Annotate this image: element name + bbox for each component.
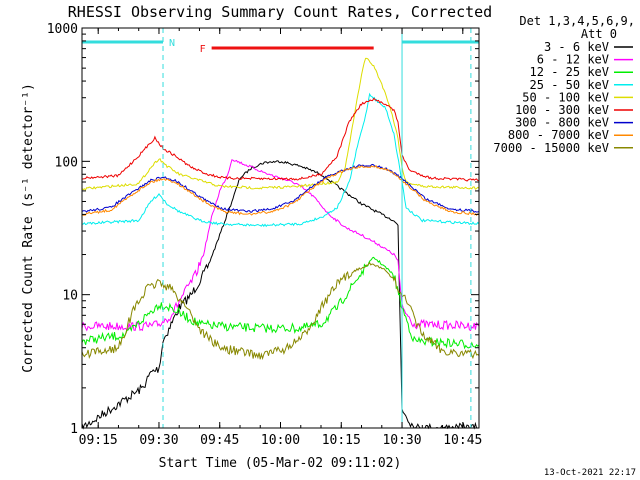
legend-label-2: 6 - 12 keV (537, 53, 609, 67)
legend-header-detectors: Det 1,3,4,5,6,9, (519, 14, 635, 28)
x-tick-label-4: 10:00 (261, 433, 300, 448)
plot-frame (81, 27, 480, 429)
marker-layer: NF (82, 28, 479, 428)
flag-label-1: N (169, 38, 175, 49)
legend-label-8: 800 - 7000 keV (508, 128, 609, 142)
axis-layer: 09:15 09:30 09:45 10:00 10:15 10:30 10:45 1 10 10… (47, 22, 483, 448)
legend-label-7: 300 - 800 keV (515, 116, 609, 130)
series-line-3 (81, 256, 480, 350)
series-layer (81, 57, 480, 430)
x-tick-label-5: 10:15 (322, 433, 361, 448)
y-tick-label-2: 10 (62, 289, 78, 304)
legend-label-4: 25 - 50 keV (530, 78, 609, 92)
y-axis-label: Corrected Count Rate (s⁻¹ detector⁻¹) (21, 83, 36, 373)
legend-header-attenuator: Att 0 (581, 27, 617, 41)
series-line-5 (81, 57, 480, 191)
legend-label-9: 7000 - 15000 keV (493, 141, 609, 155)
legend-label-3: 12 - 25 keV (530, 65, 609, 79)
x-tick-label-7: 10:45 (443, 433, 482, 448)
series-line-6 (81, 97, 480, 182)
flag-label-3: F (200, 44, 206, 55)
series-line-1 (81, 160, 479, 430)
series-line-7 (81, 163, 480, 213)
series-line-9 (81, 261, 480, 361)
series-line-4 (81, 92, 480, 228)
x-tick-label-2: 09:30 (139, 433, 178, 448)
chart-title: RHESSI Observing Summary Count Rates, Co… (68, 3, 492, 21)
y-tick-label-4: 1000 (47, 22, 78, 37)
x-tick-label-1: 09:15 (79, 433, 118, 448)
x-tick-label-3: 09:45 (200, 433, 239, 448)
series-line-8 (81, 164, 480, 216)
series-line-2 (81, 159, 480, 332)
x-axis-label: Start Time (05-Mar-02 09:11:02) (159, 456, 402, 471)
legend-label-1: 3 - 6 keV (544, 40, 609, 54)
x-tick-label-6: 10:30 (382, 433, 421, 448)
y-tick-label-1: 1 (70, 422, 78, 437)
legend-label-6: 100 - 300 keV (515, 103, 609, 117)
footer-date: 13-Oct-2021 22:17 (544, 468, 636, 478)
y-tick-label-3: 100 (55, 155, 78, 170)
legend-label-5: 50 - 100 keV (522, 90, 609, 104)
